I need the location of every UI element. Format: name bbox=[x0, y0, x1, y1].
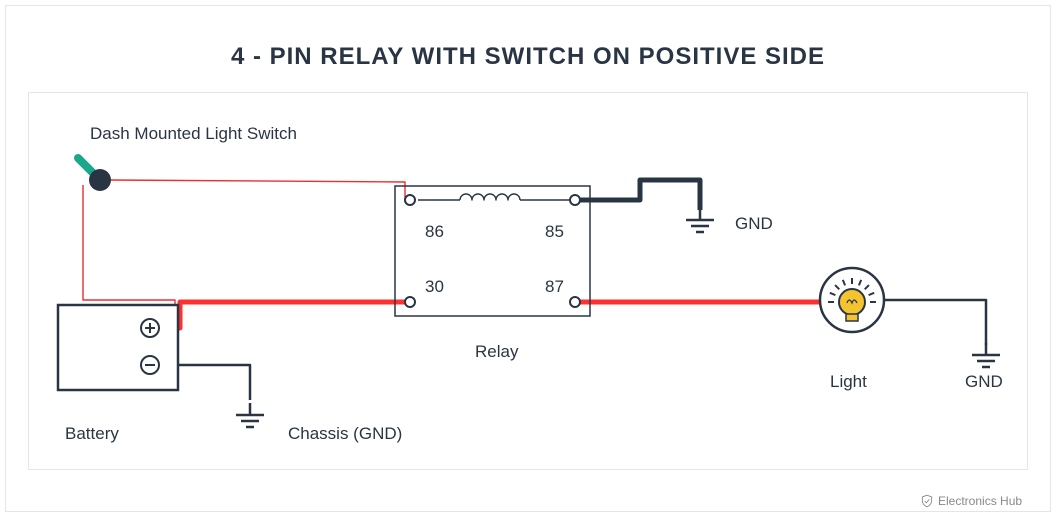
label-pin86: 86 bbox=[425, 222, 444, 242]
label-relay: Relay bbox=[475, 342, 518, 362]
shield-icon bbox=[920, 494, 934, 508]
watermark: Electronics Hub bbox=[920, 494, 1022, 508]
label-pin30: 30 bbox=[425, 277, 444, 297]
wiring-svg bbox=[0, 0, 1056, 517]
diagram-canvas: 4 - PIN RELAY WITH SWITCH ON POSITIVE SI… bbox=[0, 0, 1056, 517]
label-chassis-gnd: Chassis (GND) bbox=[288, 424, 402, 444]
label-pin85: 85 bbox=[545, 222, 564, 242]
label-gnd-light: GND bbox=[965, 372, 1003, 392]
watermark-text: Electronics Hub bbox=[938, 494, 1022, 508]
label-gnd-relay: GND bbox=[735, 214, 773, 234]
label-switch: Dash Mounted Light Switch bbox=[90, 124, 297, 144]
label-light: Light bbox=[830, 372, 867, 392]
label-pin87: 87 bbox=[545, 277, 564, 297]
label-battery: Battery bbox=[65, 424, 119, 444]
